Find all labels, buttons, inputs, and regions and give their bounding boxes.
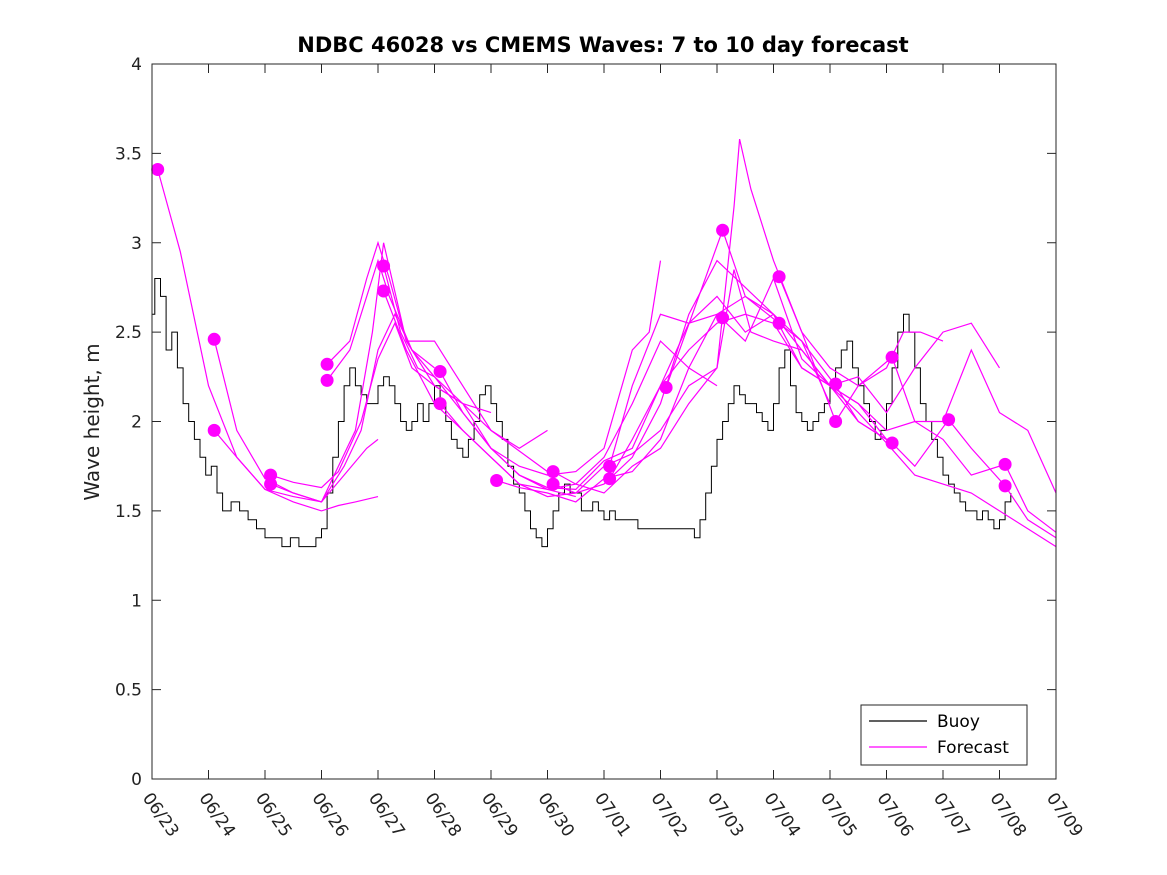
forecast-marker-10 — [433, 397, 447, 411]
forecast-marker-11 — [490, 474, 504, 487]
forecast-marker-22 — [829, 415, 843, 428]
forecast-marker-25 — [942, 413, 956, 427]
y-tick-label: 2.5 — [115, 323, 142, 343]
x-tick-label: 07/04 — [760, 789, 804, 841]
x-tick-label: 07/09 — [1042, 789, 1086, 841]
forecast-marker-16 — [659, 381, 673, 394]
forecast-marker-5 — [320, 357, 334, 371]
forecast-marker-9 — [433, 365, 447, 378]
y-tick-label: 3.5 — [115, 144, 142, 164]
forecast-marker-26 — [998, 457, 1012, 471]
x-tick-label: 07/07 — [929, 789, 973, 841]
plot-content — [151, 138, 1057, 548]
forecast-series-line-3 — [270, 321, 492, 489]
legend-label-buoy: Buoy — [937, 712, 980, 732]
forecast-series-line-4 — [270, 242, 548, 503]
forecast-marker-24 — [885, 436, 899, 450]
forecast-marker-17 — [716, 223, 730, 237]
forecast-marker-12 — [546, 465, 560, 479]
forecast-series-line-1 — [213, 312, 435, 503]
forecast-series-line-9 — [439, 295, 831, 491]
forecast-marker-19 — [772, 270, 786, 284]
x-tick-label: 06/29 — [477, 789, 521, 841]
x-tick-label: 06/28 — [421, 789, 465, 841]
x-tick-label: 06/25 — [251, 789, 295, 841]
forecast-series-line-12 — [552, 138, 944, 494]
forecast-marker-1 — [207, 332, 221, 346]
y-axis-label: Wave height, m — [80, 343, 104, 500]
forecast-series-line-16 — [665, 228, 1057, 539]
legend-label-forecast: Forecast — [937, 738, 1009, 758]
x-tick-label: 06/30 — [534, 789, 578, 841]
x-tick-label: 06/26 — [308, 789, 352, 841]
x-tick-label: 07/03 — [703, 789, 747, 841]
x-tick-label: 07/02 — [647, 789, 691, 841]
forecast-marker-20 — [772, 316, 786, 330]
x-tick-label: 07/06 — [873, 789, 917, 841]
forecast-marker-23 — [885, 350, 899, 364]
x-tick-label: 06/24 — [195, 789, 239, 841]
y-tick-label: 0 — [131, 770, 142, 790]
x-tick-label: 07/05 — [816, 789, 860, 841]
forecast-marker-7 — [377, 259, 391, 273]
forecast-series-line-7 — [383, 260, 662, 476]
forecast-marker-18 — [716, 311, 730, 325]
forecast-series-line-0 — [157, 169, 379, 512]
y-tick-label: 1 — [131, 591, 142, 611]
forecast-marker-0 — [151, 163, 165, 176]
legend-box — [860, 704, 1028, 766]
forecast-marker-14 — [603, 459, 617, 473]
buoy-series-line — [152, 278, 1012, 548]
legend: Buoy Forecast — [860, 704, 1028, 766]
y-tick-label: 0.5 — [115, 681, 142, 701]
forecast-marker-13 — [546, 477, 560, 491]
x-tick-label: 07/08 — [986, 789, 1030, 841]
forecast-marker-27 — [998, 479, 1012, 493]
forecast-series-line-17 — [778, 276, 1057, 533]
forecast-series-line-2 — [213, 430, 379, 503]
y-tick-label: 1.5 — [115, 502, 142, 522]
forecast-marker-2 — [207, 423, 221, 437]
chart-title: NDBC 46028 vs CMEMS Waves: 7 to 10 day f… — [297, 33, 908, 57]
y-tick-label: 3 — [131, 234, 142, 254]
forecast-series-line-5 — [326, 240, 548, 450]
forecast-marker-21 — [829, 377, 843, 391]
forecast-marker-6 — [320, 373, 334, 387]
forecast-marker-8 — [377, 284, 391, 298]
forecast-marker-3 — [264, 468, 278, 482]
x-tick-label: 06/27 — [364, 789, 408, 841]
y-tick-label: 4 — [131, 55, 142, 75]
x-tick-label: 07/01 — [590, 789, 634, 841]
forecast-series-line-13 — [552, 259, 1001, 494]
x-tick-label: 06/23 — [138, 789, 182, 841]
y-tick-label: 2 — [131, 413, 142, 433]
forecast-marker-15 — [603, 472, 617, 486]
forecast-marker-4 — [264, 477, 278, 491]
